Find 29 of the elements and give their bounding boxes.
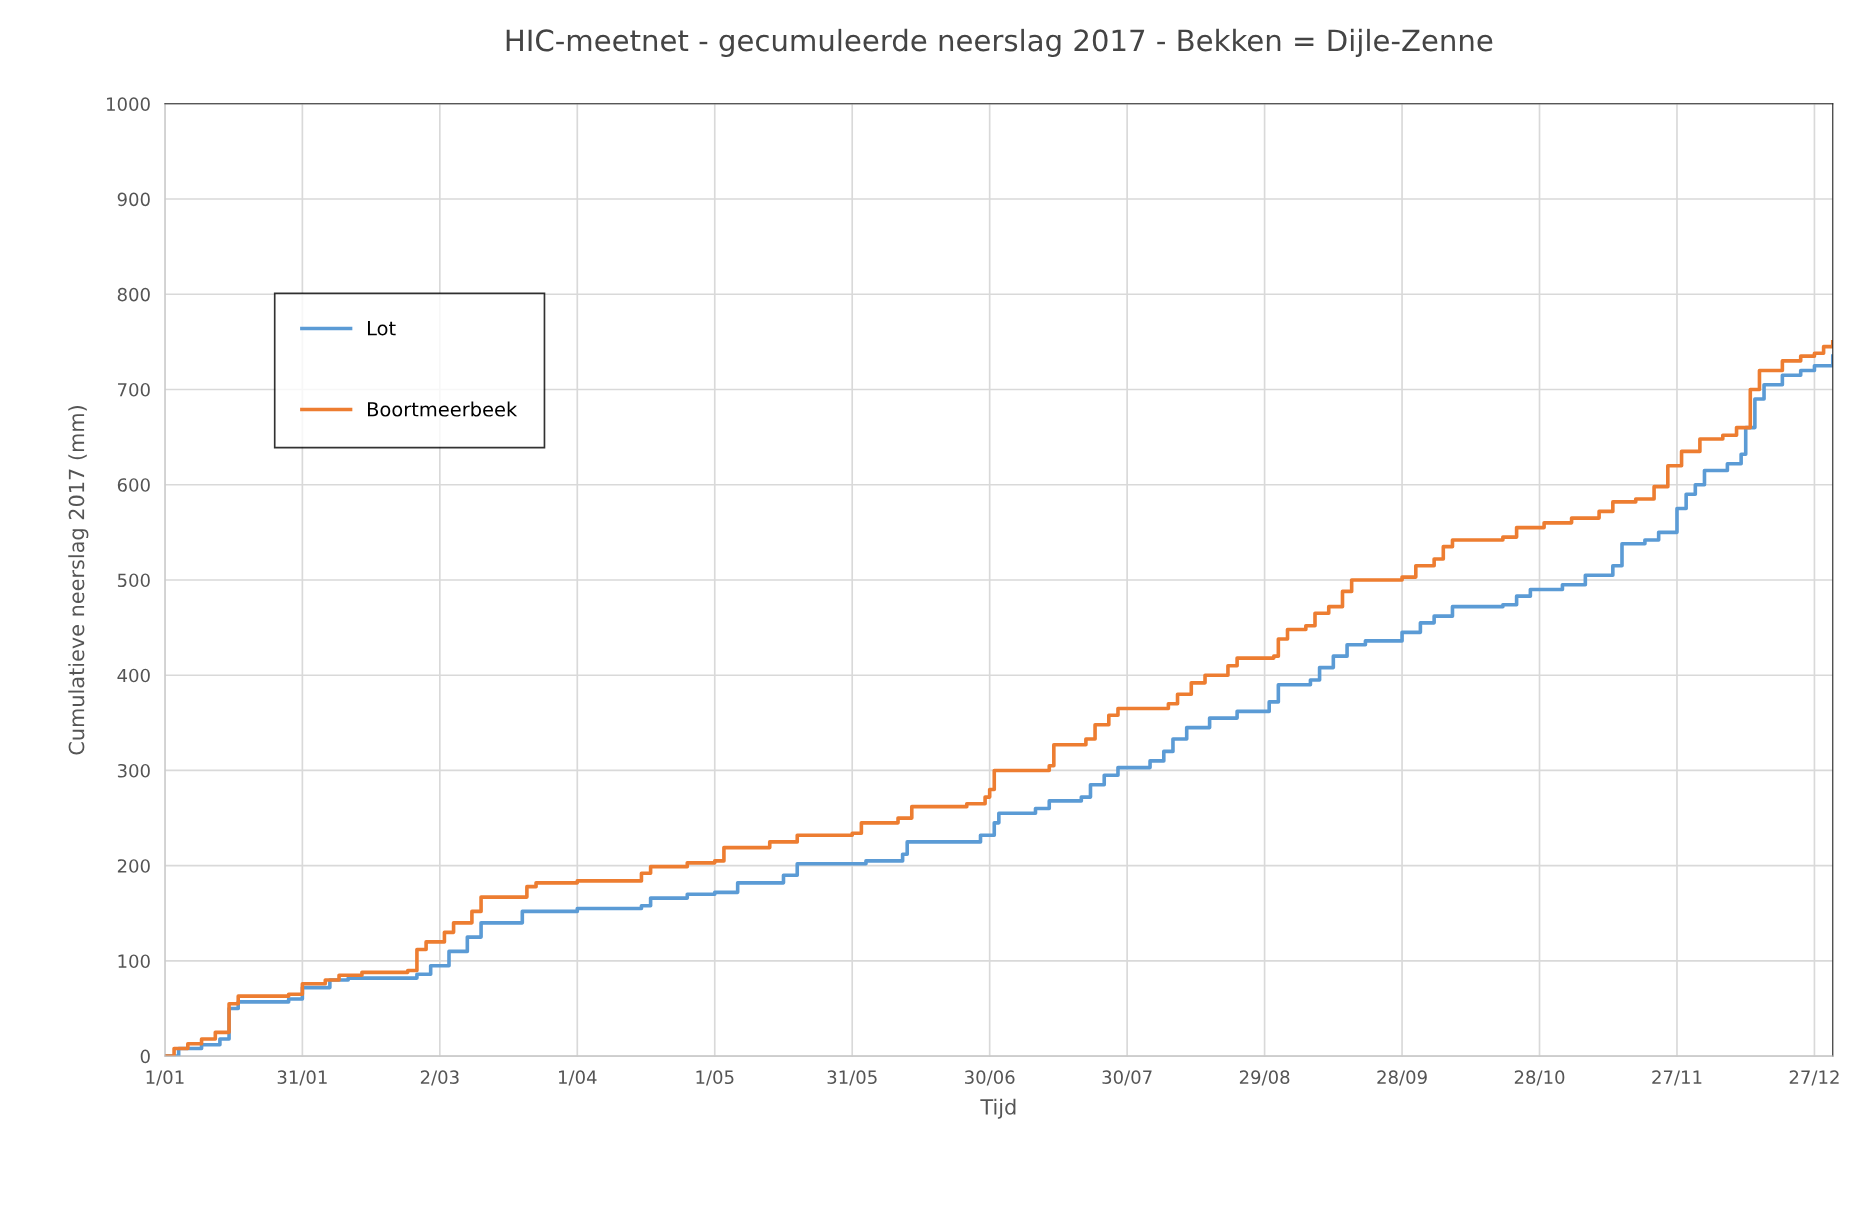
- y-tick-label: 0: [140, 1049, 150, 1064]
- y-tick-label: 1000: [107, 97, 150, 111]
- y-tick-label: 300: [117, 763, 150, 778]
- legend-label: Boortmeerbeek: [368, 401, 518, 417]
- x-tick-label: 1/05: [696, 1070, 734, 1086]
- y-tick-label: 100: [118, 954, 150, 969]
- y-tick-label: 900: [117, 192, 150, 207]
- x-axis-title: Tijd: [980, 1098, 1016, 1119]
- x-tick-label: 1/01: [146, 1070, 184, 1086]
- y-tick-label: 600: [117, 478, 150, 492]
- x-tick-label: 30/07: [1102, 1070, 1152, 1086]
- y-tick-label: 800: [117, 287, 150, 302]
- y-tick-label: 700: [118, 382, 150, 397]
- x-tick-label: 31/01: [277, 1070, 327, 1086]
- x-tick-label: 28/09: [1377, 1070, 1427, 1086]
- x-tick-label: 2/03: [420, 1070, 459, 1086]
- x-tick-label: 31/05: [827, 1070, 877, 1086]
- x-tick-label: 27/12: [1789, 1070, 1839, 1086]
- chart-title: HIC-meetnet - gecumuleerde neerslag 2017 - Bekken = Dijle-Zenne: [506, 28, 1493, 58]
- x-tick-label: 30/06: [965, 1070, 1015, 1086]
- y-tick-label: 400: [117, 668, 150, 683]
- legend-label: Lot: [368, 321, 396, 336]
- y-tick-label: 200: [117, 859, 150, 873]
- y-axis-title: Cumulatieve neerslag 2017 (mm): [68, 406, 89, 755]
- x-tick-label: 29/08: [1239, 1070, 1290, 1086]
- y-tick-label: 500: [117, 573, 150, 588]
- x-tick-label: 1/04: [559, 1070, 597, 1086]
- x-tick-label: 27/11: [1652, 1070, 1702, 1086]
- x-tick-label: 28/10: [1514, 1070, 1565, 1086]
